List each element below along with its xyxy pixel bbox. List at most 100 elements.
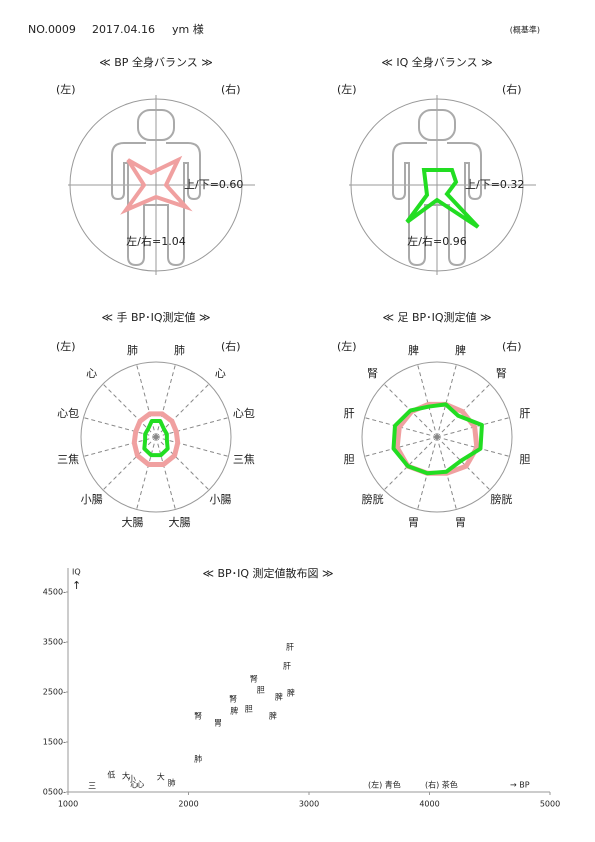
category-label: 肝 <box>519 407 530 420</box>
x-tick-label: 5000 <box>540 800 560 809</box>
point: 肝 <box>286 643 294 652</box>
spoke <box>83 417 157 438</box>
y-tick-label: 1500- <box>43 738 66 747</box>
spoke <box>155 436 210 491</box>
y-axis-label: IQ <box>72 568 81 577</box>
point: 脾 <box>275 692 283 702</box>
radar-line <box>391 402 484 476</box>
point: 小 <box>128 775 136 784</box>
legend-entry: (左) 青色 <box>368 780 401 790</box>
spoke <box>436 436 491 491</box>
point: 大 <box>122 771 130 781</box>
point: 胆 <box>257 686 265 695</box>
radar-line <box>142 419 170 458</box>
category-label: 肺 <box>127 344 138 357</box>
point: 低 <box>107 770 115 780</box>
spoke <box>155 383 210 438</box>
point: 腎 <box>250 675 258 684</box>
category-label: 腎 <box>367 367 378 380</box>
point: 三 <box>88 782 96 791</box>
legend-entry: (右) 茶色 <box>425 780 458 790</box>
left-label: (左) <box>56 340 76 353</box>
balance-panel <box>68 95 255 275</box>
category-label: 膀胱 <box>362 492 384 506</box>
category-label: 心包 <box>233 407 255 420</box>
chart-title: ≪ BP･IQ 測定値散布図 ≫ <box>202 566 333 580</box>
category-label: 三焦 <box>57 453 79 466</box>
category-label: 大腸 <box>169 515 191 529</box>
category-label: 脾 <box>455 343 466 357</box>
point: 肝 <box>283 662 291 671</box>
y-axis-arrow: ↑ <box>72 579 81 592</box>
category-label: 胆 <box>344 453 355 466</box>
point: 腎 <box>229 695 237 704</box>
spoke <box>136 364 157 438</box>
category-label: 脾 <box>408 343 419 357</box>
spoke <box>436 364 457 438</box>
record-number: NO.0009 <box>28 23 76 36</box>
spoke <box>155 417 229 438</box>
category-label: 三焦 <box>233 453 255 466</box>
category-label: 胃 <box>455 516 466 529</box>
point: 腎 <box>194 712 202 721</box>
x-tick-label: 1000 <box>58 800 78 809</box>
category-label: 小腸 <box>81 493 103 506</box>
point: 肺 <box>168 779 176 788</box>
left-label: (左) <box>337 83 357 96</box>
radar-line <box>131 411 181 468</box>
balance-shape <box>120 155 193 215</box>
ratio-ud: 上/下=0.60 <box>184 178 243 191</box>
point: 胆 <box>245 705 253 714</box>
category-label: 心 <box>215 367 226 380</box>
note: (概基準) <box>510 25 540 35</box>
category-label: 膀胱 <box>490 492 512 506</box>
ratio-ud: 上/下=0.32 <box>465 178 524 191</box>
point: 大 <box>157 772 165 782</box>
left-label: (左) <box>337 340 357 353</box>
category-label: 胆 <box>519 453 530 466</box>
frame <box>80 361 232 513</box>
category-label: 肺 <box>174 344 185 357</box>
spoke <box>136 436 157 510</box>
point: 脾 <box>287 688 295 698</box>
point: 心 <box>130 781 138 790</box>
spoke <box>417 364 438 438</box>
panel-title: ≪ IQ 全身バランス ≫ <box>381 55 492 69</box>
category-label: 胃 <box>408 516 419 529</box>
point: 脾 <box>269 711 277 721</box>
right-label: (右) <box>221 339 241 353</box>
spoke <box>102 436 157 491</box>
y-tick-label: 0500- <box>43 788 66 797</box>
balance-shape <box>405 168 480 229</box>
spoke <box>155 364 176 438</box>
spoke <box>155 436 229 457</box>
name: ym 様 <box>172 22 204 36</box>
point: 脾 <box>230 706 238 716</box>
right-label: (右) <box>502 339 522 353</box>
category-label: 肝 <box>344 407 355 420</box>
right-label: (右) <box>221 82 241 96</box>
x-tick-label: 4000 <box>419 800 439 809</box>
balance-panel <box>349 95 536 275</box>
y-tick-label: 4500- <box>43 588 66 597</box>
category-label: 大腸 <box>121 515 143 529</box>
panel-title: ≪ 足 BP･IQ測定値 ≫ <box>382 310 491 324</box>
category-label: 小腸 <box>209 493 231 506</box>
frame <box>361 361 513 513</box>
spoke <box>436 436 510 457</box>
point: 肺 <box>194 755 202 764</box>
x-axis-label: → BP <box>510 781 530 790</box>
ratio-lr: 左/右=1.04 <box>126 234 185 248</box>
spoke <box>155 436 176 510</box>
spoke <box>102 383 157 438</box>
category-label: 心包 <box>57 407 79 420</box>
category-label: 腎 <box>496 367 507 380</box>
ratio-lr: 左/右=0.96 <box>407 234 466 248</box>
x-tick-label: 2000 <box>178 800 198 809</box>
spoke <box>383 436 438 491</box>
point: 胃 <box>214 719 222 728</box>
category-label: 心 <box>86 367 97 380</box>
y-tick-label: 2500- <box>43 688 66 697</box>
spoke <box>364 436 438 457</box>
